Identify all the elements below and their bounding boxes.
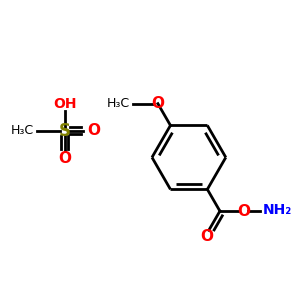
- Text: O: O: [237, 204, 250, 219]
- Text: OH: OH: [53, 97, 76, 111]
- Text: H₃C: H₃C: [11, 124, 34, 137]
- Text: O: O: [152, 96, 164, 111]
- Text: S: S: [59, 122, 71, 140]
- Text: O: O: [58, 152, 71, 166]
- Text: H₃C: H₃C: [107, 97, 130, 110]
- Text: NH₂: NH₂: [263, 202, 292, 217]
- Text: O: O: [200, 229, 213, 244]
- Text: O: O: [88, 123, 100, 138]
